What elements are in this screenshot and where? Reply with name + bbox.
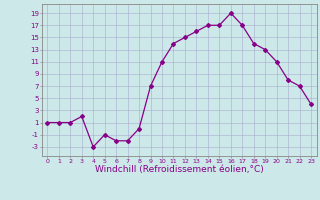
- X-axis label: Windchill (Refroidissement éolien,°C): Windchill (Refroidissement éolien,°C): [95, 165, 264, 174]
